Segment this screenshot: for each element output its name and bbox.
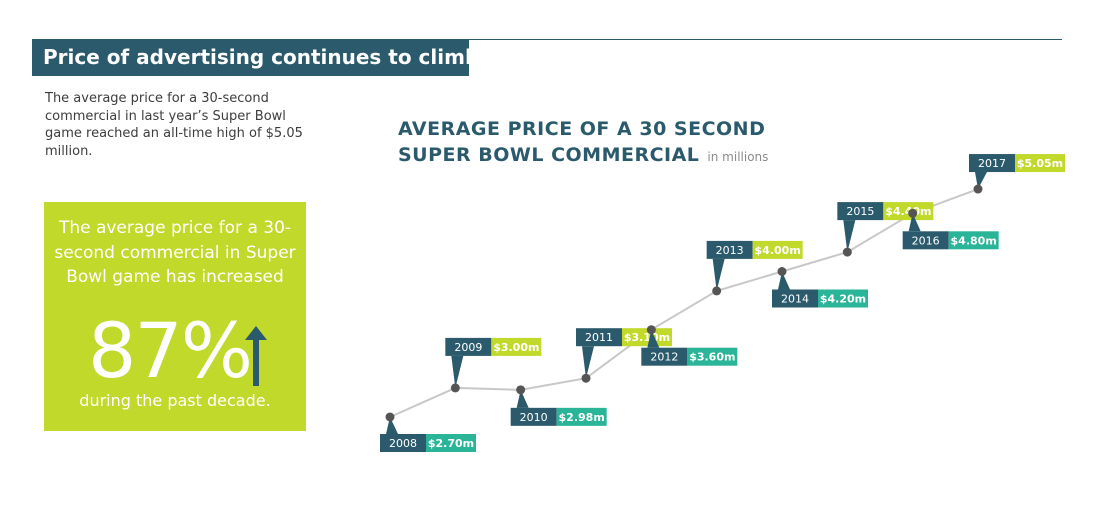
year-box	[772, 289, 818, 308]
year-box	[576, 328, 622, 347]
year-label: 2014	[781, 293, 809, 306]
chart-unit: in millions	[707, 150, 769, 164]
year-box	[969, 154, 1015, 173]
year-box	[902, 231, 949, 250]
value-label: $4.00m	[755, 244, 801, 257]
value-box	[491, 337, 542, 356]
year-box	[837, 202, 884, 221]
callout-pointer	[451, 355, 464, 388]
callout-pointer	[843, 220, 856, 253]
callout-pointer	[582, 346, 594, 379]
up-arrow-icon	[245, 326, 267, 386]
data-point-2009	[450, 383, 460, 393]
chart-title-line2: SUPER BOWL COMMERCIAL in millions	[398, 142, 768, 170]
callout-pointer	[908, 213, 921, 232]
year-label: 2011	[585, 331, 613, 344]
point-label-2011: 2011 $3.10m	[576, 328, 672, 379]
point-label-2015: 2015 $4.40m	[837, 202, 934, 253]
point-label-2013: 2013 $4.00m	[706, 240, 803, 291]
year-label: 2017	[978, 157, 1006, 170]
year-label: 2013	[716, 244, 744, 257]
stat-box: The average price for a 30-second commer…	[44, 202, 306, 431]
data-point-2015	[842, 247, 852, 257]
point-label-2008: 2008 $2.70m	[380, 417, 476, 452]
value-label: $5.05m	[1017, 157, 1063, 170]
year-box	[445, 337, 492, 356]
year-box	[380, 434, 426, 452]
callout-pointer	[516, 389, 529, 408]
chart-title: AVERAGE PRICE OF A 30 SECOND SUPER BOWL …	[398, 116, 768, 170]
point-label-2014: 2014 $4.20m	[772, 271, 868, 308]
top-rule	[32, 39, 1062, 40]
stat-percent: 87%	[88, 306, 253, 395]
value-box	[818, 289, 868, 308]
chart-title-line2-text: SUPER BOWL COMMERCIAL	[398, 144, 700, 166]
value-box	[426, 434, 476, 452]
data-point-2012	[646, 325, 656, 335]
year-label: 2010	[520, 411, 548, 424]
value-label: $3.00m	[493, 341, 539, 354]
value-box	[556, 407, 607, 426]
data-point-2013	[712, 286, 722, 296]
value-box	[687, 347, 738, 366]
year-label: 2015	[846, 205, 874, 218]
value-label: $4.40m	[885, 205, 931, 218]
year-box	[641, 347, 688, 366]
value-label: $4.20m	[820, 293, 866, 306]
point-label-2009: 2009 $3.00m	[445, 337, 542, 388]
stat-footer: during the past decade.	[79, 391, 271, 410]
data-point-2011	[581, 373, 591, 383]
point-label-2012: 2012 $3.60m	[641, 329, 738, 366]
value-box	[948, 231, 999, 250]
value-label: $3.60m	[689, 351, 735, 364]
series-line	[389, 188, 979, 418]
value-box	[883, 202, 934, 221]
callout-pointer	[712, 258, 725, 291]
year-label: 2012	[650, 351, 678, 364]
year-box	[510, 407, 557, 426]
year-box	[706, 240, 753, 259]
point-label-2010: 2010 $2.98m	[510, 389, 607, 426]
value-label: $4.80m	[951, 234, 997, 247]
section-title: Price of advertising continues to climb	[32, 39, 479, 76]
year-label: 2016	[912, 234, 940, 247]
value-label: $3.10m	[624, 331, 670, 344]
value-box	[1015, 154, 1065, 173]
intro-text: The average price for a 30-second commer…	[45, 91, 303, 159]
year-label: 2008	[389, 437, 417, 450]
value-label: $2.70m	[428, 437, 474, 450]
callout-pointer	[778, 271, 790, 290]
value-label: $2.98m	[559, 411, 605, 424]
data-point-2017	[973, 184, 983, 194]
callout-pointer	[647, 329, 660, 348]
year-label: 2009	[454, 341, 482, 354]
point-label-2016: 2016 $4.80m	[902, 213, 999, 250]
value-box	[752, 240, 803, 259]
data-point-2010	[516, 385, 526, 395]
data-point-2008	[385, 412, 395, 422]
data-point-2014	[777, 267, 787, 276]
data-point-2016	[908, 208, 918, 218]
point-label-2017: 2017 $5.05m	[969, 154, 1065, 190]
value-box	[622, 328, 672, 347]
chart-title-line1: AVERAGE PRICE OF A 30 SECOND	[398, 118, 766, 140]
stat-text: The average price for a 30-second commer…	[54, 218, 296, 287]
